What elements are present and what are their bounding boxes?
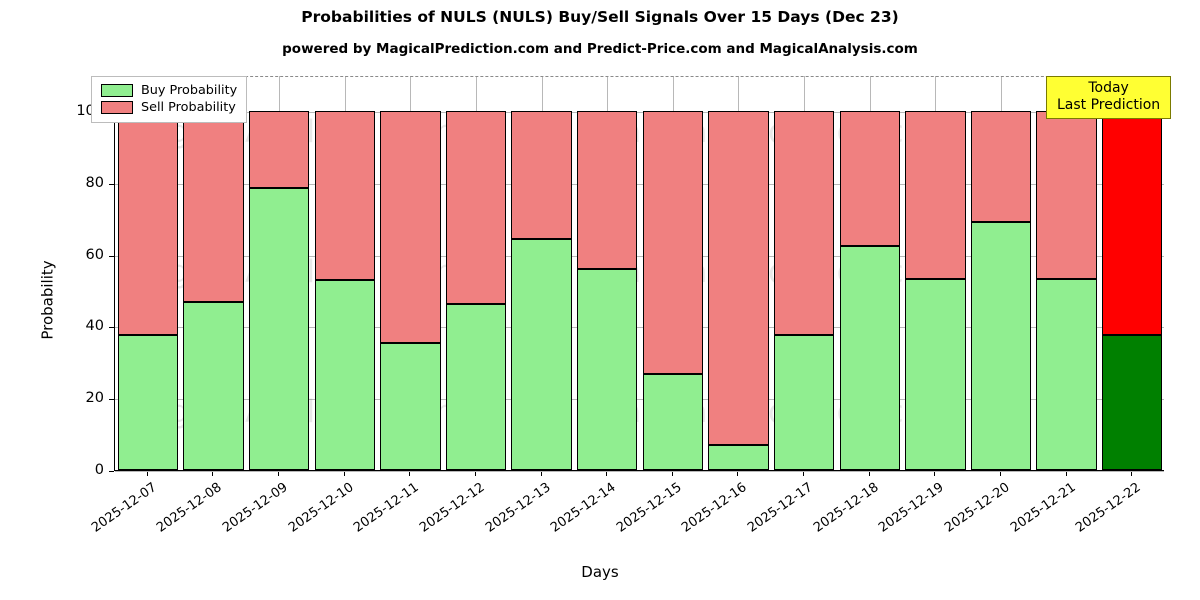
plot-area: MagicalAnalysis.comMagicalPrediction.com… xyxy=(114,75,1164,472)
plot-inner: MagicalAnalysis.comMagicalPrediction.com… xyxy=(115,75,1164,472)
y-axis-tick-mark xyxy=(109,255,114,257)
y-axis-tick-label: 40 xyxy=(85,318,104,335)
x-axis-tick-mark xyxy=(146,471,148,476)
bar-segment-buy[interactable] xyxy=(117,335,178,470)
x-axis-tick-mark xyxy=(343,471,345,476)
bar-segment-buy[interactable] xyxy=(445,304,507,470)
bar-group[interactable] xyxy=(1102,75,1163,470)
x-axis-tick-mark xyxy=(737,471,739,476)
bar-group[interactable] xyxy=(839,75,900,470)
bar-segment-buy[interactable] xyxy=(642,374,703,470)
bar-segment-buy[interactable] xyxy=(905,278,966,470)
bar-segment-buy[interactable] xyxy=(970,221,1032,470)
x-axis-tick-mark xyxy=(409,471,411,476)
bar-segment-sell[interactable] xyxy=(773,110,835,335)
y-axis-tick-mark xyxy=(109,183,114,185)
gridline-horizontal xyxy=(115,471,1164,472)
bar-segment-sell[interactable] xyxy=(1036,110,1097,279)
bar-group[interactable] xyxy=(1036,75,1097,470)
last-prediction-label: Last Prediction xyxy=(1057,96,1161,113)
bar-segment-sell[interactable] xyxy=(577,110,638,269)
gridline-horizontal xyxy=(115,111,1164,113)
bar-segment-buy[interactable] xyxy=(773,334,835,470)
today-label: Today xyxy=(1088,80,1129,96)
bar-group[interactable] xyxy=(642,75,703,470)
x-axis-tick-mark xyxy=(474,471,476,476)
legend-item-buy: Buy Probability xyxy=(101,82,237,99)
x-axis-tick-mark xyxy=(671,471,673,476)
reference-line-dashed xyxy=(115,76,1164,77)
chart-subtitle: powered by MagicalPrediction.com and Pre… xyxy=(282,41,918,57)
legend-item-sell: Sell Probability xyxy=(101,99,237,116)
x-axis-tick-mark xyxy=(999,471,1001,476)
bar-segment-buy[interactable] xyxy=(183,302,244,470)
bar-segment-sell[interactable] xyxy=(314,110,375,281)
bar-group[interactable] xyxy=(314,75,375,470)
bar-segment-buy[interactable] xyxy=(314,280,375,470)
bar-segment-sell[interactable] xyxy=(117,110,178,336)
bar-segment-buy[interactable] xyxy=(1102,335,1163,470)
gridline-horizontal xyxy=(115,327,1164,329)
bar-group[interactable] xyxy=(445,75,507,470)
legend-swatch-sell xyxy=(101,101,133,114)
bar-segment-sell[interactable] xyxy=(839,110,900,246)
bar-segment-buy[interactable] xyxy=(577,268,638,470)
x-axis-label: Days xyxy=(581,563,619,581)
gridline-horizontal xyxy=(115,255,1164,257)
bar-segment-buy[interactable] xyxy=(708,444,769,470)
bar-segment-sell[interactable] xyxy=(642,110,703,375)
y-axis-label: Probability xyxy=(38,260,57,340)
legend-label-buy: Buy Probability xyxy=(141,83,238,98)
bar-group[interactable] xyxy=(380,75,441,470)
bar-segment-sell[interactable] xyxy=(708,110,769,445)
bar-segment-sell[interactable] xyxy=(248,110,310,188)
bar-segment-sell[interactable] xyxy=(183,110,244,303)
x-axis-tick-mark xyxy=(606,471,608,476)
y-axis-tick-label: 60 xyxy=(85,246,104,263)
bar-segment-sell[interactable] xyxy=(970,110,1032,222)
gridline-horizontal xyxy=(115,183,1164,185)
x-axis-tick-mark xyxy=(212,471,214,476)
y-axis-tick-mark xyxy=(109,471,114,472)
bar-group[interactable] xyxy=(773,75,835,470)
x-axis-tick-mark xyxy=(1131,471,1133,476)
x-axis-tick-mark xyxy=(278,471,280,476)
bar-segment-buy[interactable] xyxy=(1036,278,1097,470)
y-axis-tick-mark xyxy=(109,399,114,401)
bar-group[interactable] xyxy=(117,75,178,470)
y-axis-tick-label: 20 xyxy=(85,390,104,407)
bar-segment-buy[interactable] xyxy=(839,245,900,470)
x-axis-tick-mark xyxy=(803,471,805,476)
bar-segment-sell[interactable] xyxy=(511,110,572,240)
bar-segment-buy[interactable] xyxy=(511,239,572,470)
bar-group[interactable] xyxy=(511,75,572,470)
legend-label-sell: Sell Probability xyxy=(141,100,236,115)
bar-group[interactable] xyxy=(905,75,966,470)
y-axis-tick-mark xyxy=(109,327,114,329)
gridline-horizontal xyxy=(115,399,1164,401)
x-axis-tick-mark xyxy=(1065,471,1067,476)
bar-group[interactable] xyxy=(970,75,1032,470)
y-axis-tick-label: 80 xyxy=(85,174,104,191)
x-axis-tick-mark xyxy=(934,471,936,476)
bar-segment-sell[interactable] xyxy=(905,110,966,279)
chart-title: Probabilities of NULS (NULS) Buy/Sell Si… xyxy=(301,8,899,26)
bar-segment-sell[interactable] xyxy=(1102,110,1163,336)
bar-segment-buy[interactable] xyxy=(380,343,441,470)
bar-segment-buy[interactable] xyxy=(248,187,310,470)
chart-legend: Buy Probability Sell Probability xyxy=(91,76,248,123)
x-axis-tick-mark xyxy=(868,471,870,476)
bar-segment-sell[interactable] xyxy=(380,110,441,344)
bar-group[interactable] xyxy=(183,75,244,470)
today-last-prediction-annotation: Today Last Prediction xyxy=(1046,76,1172,120)
y-axis-tick-label: 0 xyxy=(94,462,104,478)
bar-group[interactable] xyxy=(708,75,769,470)
bar-group[interactable] xyxy=(248,75,310,470)
bar-group[interactable] xyxy=(577,75,638,470)
x-axis-tick-mark xyxy=(540,471,542,476)
bar-segment-sell[interactable] xyxy=(445,110,507,305)
legend-swatch-buy xyxy=(101,84,133,97)
